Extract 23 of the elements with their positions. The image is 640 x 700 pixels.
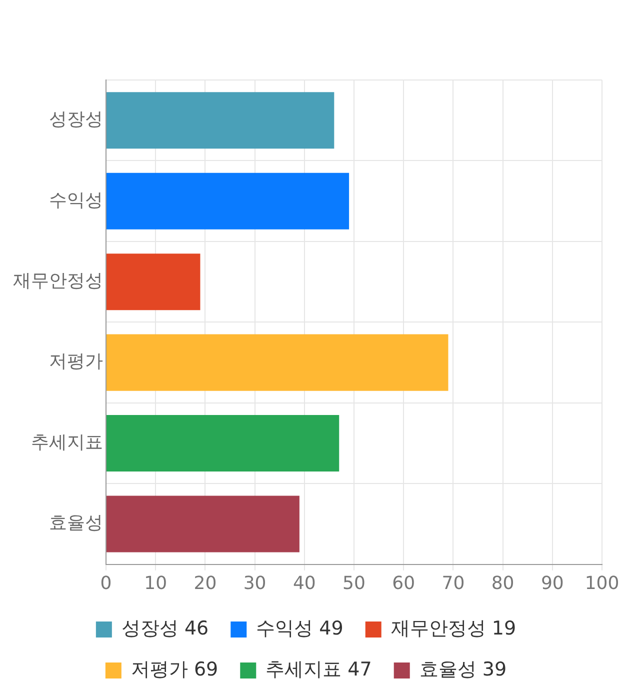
legend-label: 성장성 46	[121, 617, 209, 640]
x-tick-label: 80	[491, 572, 514, 594]
legend-label: 효율성 39	[419, 658, 507, 680]
x-tick-label: 20	[194, 572, 217, 594]
y-tick-label: 효율성	[49, 512, 103, 534]
x-tick-label: 30	[243, 572, 266, 594]
y-tick-label: 성장성	[49, 109, 103, 130]
legend-label: 저평가 69	[130, 658, 218, 680]
y-tick-label: 저평가	[49, 351, 103, 372]
x-tick-label: 10	[144, 572, 168, 594]
x-tick-label: 90	[540, 572, 564, 594]
legend-label: 재무안정성 19	[390, 617, 516, 640]
y-tick-label: 추세지표	[31, 432, 103, 453]
y-tick-label: 재무안정성	[13, 270, 103, 292]
x-tick-label: 70	[442, 572, 465, 594]
x-tick-label: 50	[342, 572, 366, 594]
y-tick-label: 수익성	[49, 190, 103, 211]
legend-label: 수익성 49	[256, 617, 344, 640]
x-tick-label: 60	[392, 572, 416, 594]
legend-label: 추세지표 47	[266, 658, 372, 680]
x-tick-label: 0	[100, 572, 112, 594]
x-tick-label: 100	[584, 572, 620, 594]
x-tick-label: 40	[292, 572, 316, 594]
